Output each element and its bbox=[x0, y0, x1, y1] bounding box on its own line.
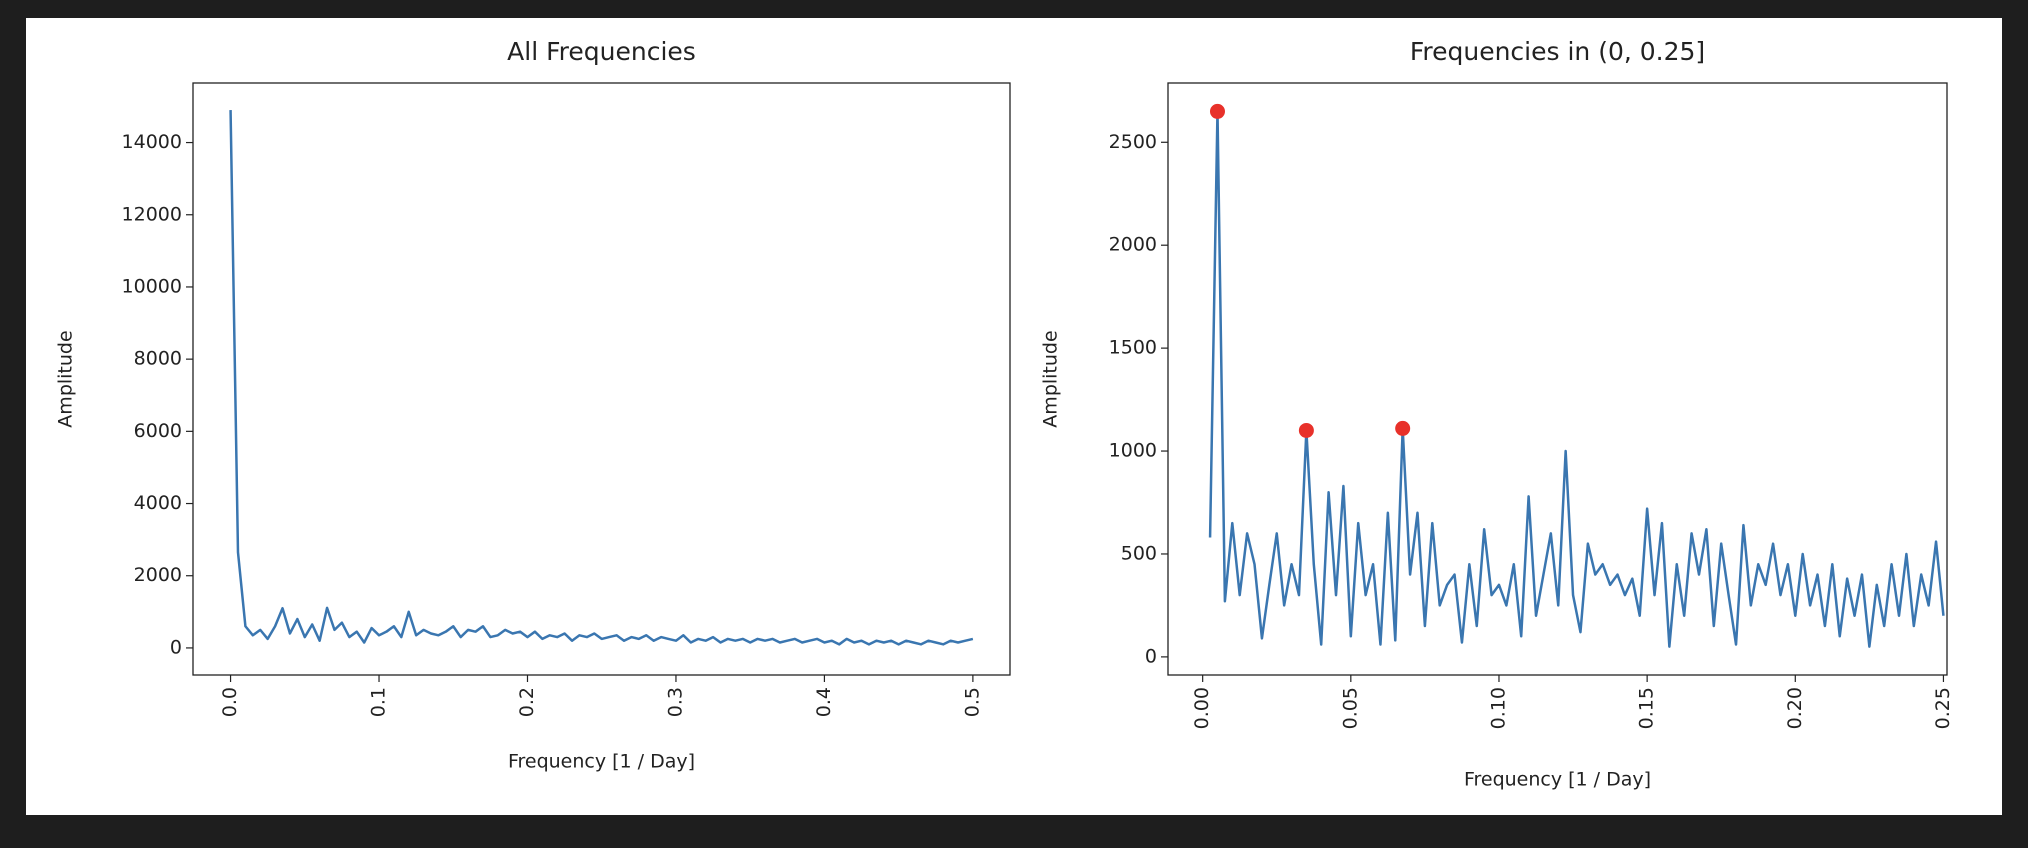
x-tick-label: 0.00 bbox=[1191, 687, 1213, 729]
x-tick-label: 0.5 bbox=[961, 687, 983, 717]
peak-marker bbox=[1298, 422, 1314, 438]
spectrum-line bbox=[1208, 110, 1945, 648]
x-tick-label: 0.3 bbox=[664, 687, 686, 717]
y-tick-label: 1500 bbox=[1109, 337, 1157, 359]
x-tick-label: 0.0 bbox=[219, 687, 241, 717]
y-tick-label: 14000 bbox=[122, 131, 182, 153]
x-tick-label: 0.20 bbox=[1784, 687, 1806, 729]
y-tick-label: 500 bbox=[1121, 542, 1157, 564]
chart-title: All Frequencies bbox=[507, 37, 696, 66]
axes-frame bbox=[1167, 82, 1948, 676]
y-tick-label: 0 bbox=[1145, 645, 1157, 667]
x-tick-label: 0.15 bbox=[1636, 687, 1658, 729]
y-tick-label: 0 bbox=[170, 636, 182, 658]
spectrum-line bbox=[229, 110, 974, 646]
peak-marker bbox=[1395, 420, 1411, 436]
y-tick-label: 2000 bbox=[134, 564, 182, 586]
y-tick-label: 1000 bbox=[1109, 440, 1157, 462]
figure-background bbox=[26, 18, 2002, 815]
y-axis-label: Amplitude bbox=[55, 330, 77, 427]
y-tick-label: 8000 bbox=[134, 348, 182, 370]
chart-title: Frequencies in (0, 0.25] bbox=[1410, 37, 1705, 66]
x-tick-label: 0.1 bbox=[368, 687, 390, 717]
y-tick-label: 12000 bbox=[122, 203, 182, 225]
x-tick-label: 0.4 bbox=[813, 687, 835, 717]
axes-frame bbox=[192, 82, 1011, 676]
x-tick-label: 0.2 bbox=[516, 687, 538, 717]
y-tick-label: 4000 bbox=[134, 492, 182, 514]
y-tick-label: 2500 bbox=[1109, 131, 1157, 153]
y-tick-label: 6000 bbox=[134, 420, 182, 442]
x-tick-label: 0.10 bbox=[1487, 687, 1509, 729]
y-axis-label: Amplitude bbox=[1040, 330, 1062, 427]
peak-marker bbox=[1209, 103, 1225, 119]
y-tick-label: 2000 bbox=[1109, 234, 1157, 256]
x-axis-label: Frequency [1 / Day] bbox=[1464, 769, 1651, 791]
y-tick-label: 10000 bbox=[122, 275, 182, 297]
x-axis-label: Frequency [1 / Day] bbox=[508, 751, 695, 773]
x-tick-label: 0.25 bbox=[1932, 687, 1954, 729]
x-tick-label: 0.05 bbox=[1339, 687, 1361, 729]
